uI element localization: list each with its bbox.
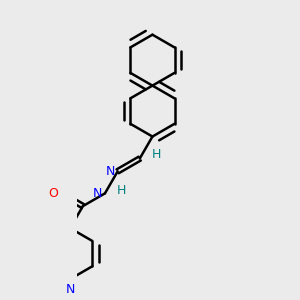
Text: H: H xyxy=(117,184,127,197)
Text: N: N xyxy=(65,283,75,296)
Text: N: N xyxy=(106,165,115,178)
Text: H: H xyxy=(152,148,161,161)
Text: O: O xyxy=(49,187,58,200)
Text: N: N xyxy=(93,187,103,200)
